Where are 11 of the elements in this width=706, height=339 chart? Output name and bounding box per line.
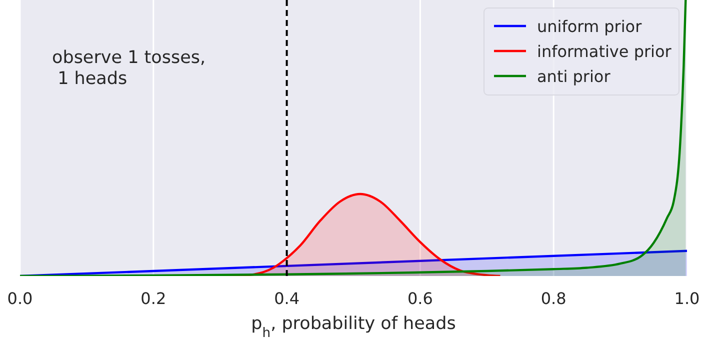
x-tick-label: 1.0 — [674, 289, 700, 308]
x-tick-label: 0.0 — [7, 289, 33, 308]
legend-label: anti prior — [537, 67, 611, 86]
x-tick-label: 0.8 — [540, 289, 566, 308]
legend-label: uniform prior — [537, 17, 642, 36]
x-tick-label: 0.2 — [140, 289, 166, 308]
x-tick-label: 0.4 — [274, 289, 300, 308]
x-tick-label: 0.6 — [407, 289, 433, 308]
annotation: observe 1 tosses, 1 heads — [52, 48, 206, 89]
x-axis-title: p$_{h}$, probability of heads — [251, 314, 456, 339]
legend-label: informative prior — [537, 42, 672, 61]
